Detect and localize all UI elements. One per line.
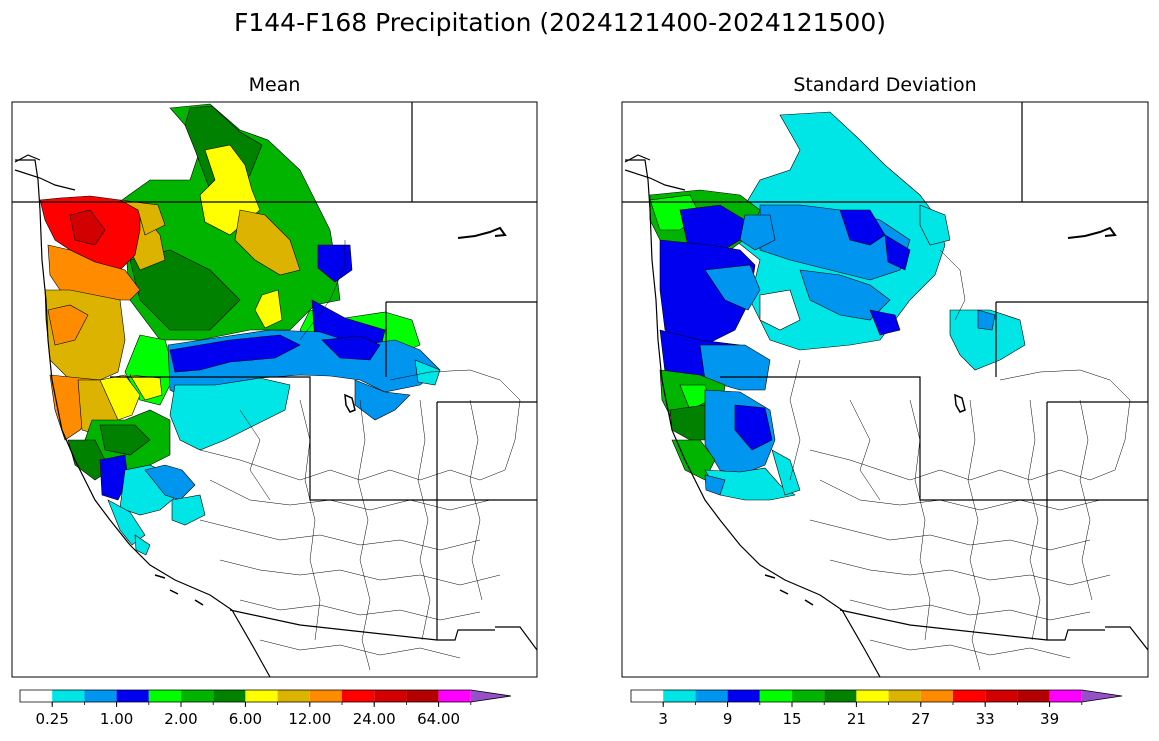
colorbar-segment — [727, 690, 760, 702]
colorbar-tick-label: 9 — [723, 710, 733, 728]
colorbar-extend-triangle — [470, 690, 511, 702]
colorbar-segment — [342, 690, 375, 702]
colorbar-tick-label: 64.00 — [417, 710, 460, 728]
colorbar-tick-label: 24.00 — [353, 710, 396, 728]
colorbar-segment — [663, 690, 696, 702]
colorbar-segment — [985, 690, 1018, 702]
colorbar-tick-label: 15 — [782, 710, 801, 728]
colorbar-outline — [19, 689, 512, 703]
colorbar-segment — [920, 690, 953, 702]
colorbar-segment — [1049, 690, 1082, 702]
std-colorbar: 3 9 15 21 27 33 39 — [630, 689, 1123, 728]
colorbar-tick-label: 21 — [847, 710, 866, 728]
colorbar-tick-label: 3 — [658, 710, 668, 728]
colorbar-tick-label: 1.00 — [100, 710, 133, 728]
colorbar-segment — [84, 690, 117, 702]
colorbar-tick-label: 33 — [976, 710, 995, 728]
colorbar-tick-label: 0.25 — [35, 710, 68, 728]
colorbar-segment — [148, 690, 181, 702]
mean-colorbar: 0.25 1.00 2.00 6.00 12.00 24.00 64.00 — [19, 689, 512, 728]
colorbar-segment — [792, 690, 825, 702]
colorbar-segment — [245, 690, 278, 702]
colorbar-segment — [20, 690, 53, 702]
colorbar-tick-label: 2.00 — [164, 710, 197, 728]
mean-precip-regions — [39, 103, 441, 556]
colorbar-segment — [406, 690, 439, 702]
colorbar-segment — [213, 690, 246, 702]
colorbar-segment — [759, 690, 792, 702]
colorbar-tick-label: 27 — [911, 710, 930, 728]
colorbar-outline — [630, 689, 1123, 703]
colorbar-tick-label: 39 — [1040, 710, 1059, 728]
colorbar-segment — [695, 690, 728, 702]
colorbar-segment — [374, 690, 407, 702]
colorbar-segment — [856, 690, 889, 702]
colorbar-segment — [953, 690, 986, 702]
colorbar-tick-label: 6.00 — [229, 710, 262, 728]
std-map — [621, 101, 1149, 678]
colorbar-segment — [888, 690, 921, 702]
std-precip-regions — [649, 111, 1026, 501]
colorbar-extend-triangle — [1081, 690, 1122, 702]
colorbar-tick-label: 12.00 — [288, 710, 331, 728]
colorbar-segment — [1017, 690, 1050, 702]
std-panel-title: Standard Deviation — [793, 74, 977, 96]
colorbar-segment — [181, 690, 214, 702]
colorbar-segment — [52, 690, 85, 702]
colorbar-segment — [438, 690, 471, 702]
mean-map — [11, 101, 538, 678]
colorbar-segment — [824, 690, 857, 702]
colorbar-segment — [631, 690, 664, 702]
mean-panel-title: Mean — [248, 74, 301, 96]
figure-title: F144-F168 Precipitation (2024121400-2024… — [233, 8, 886, 37]
colorbar-segment — [309, 690, 342, 702]
colorbar-segment — [116, 690, 149, 702]
colorbar-segment — [277, 690, 310, 702]
